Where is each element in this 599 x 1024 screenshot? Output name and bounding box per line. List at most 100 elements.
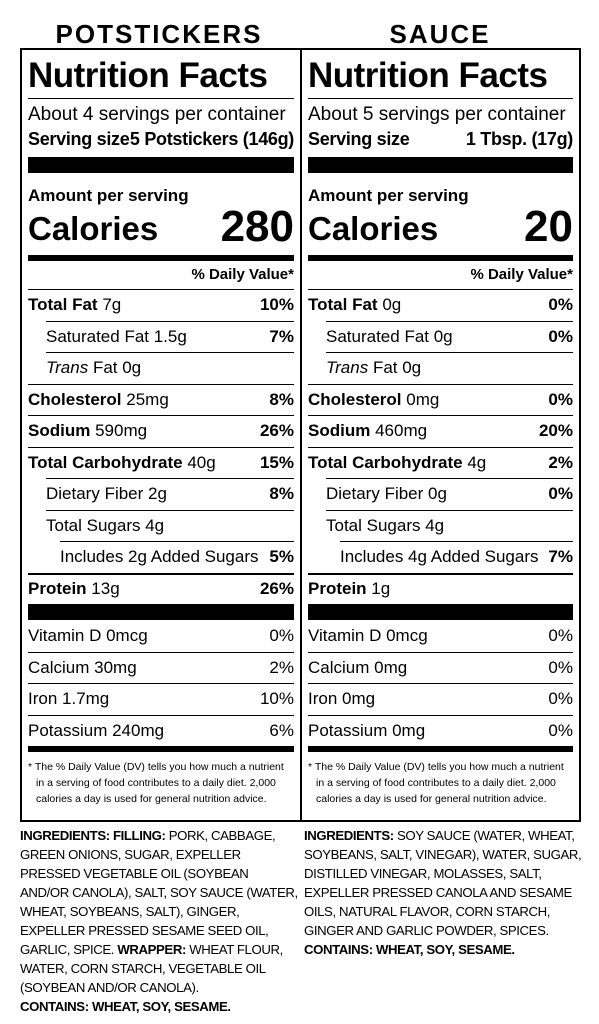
daily-value-footnote: * The % Daily Value (DV) tells you how m… bbox=[28, 761, 284, 805]
nutrient-dv: 7% bbox=[269, 326, 294, 346]
nutrient-label: Total Fat bbox=[308, 295, 378, 315]
nutrient-dv: 5% bbox=[269, 547, 294, 567]
divider bbox=[308, 255, 573, 261]
nutrient-dv: 2% bbox=[548, 452, 573, 472]
divider bbox=[308, 98, 573, 99]
nutrient-dv: 26% bbox=[259, 579, 294, 599]
nutrient-amount: 0g bbox=[382, 295, 402, 315]
trans-fat-row: Trans Fat 0g bbox=[326, 352, 573, 384]
trans-fat-row: Trans Fat 0g bbox=[46, 352, 294, 384]
divider bbox=[28, 255, 294, 261]
nutrient-dv: 10% bbox=[259, 689, 294, 709]
nutrient-label: Dietary Fiber 2g bbox=[46, 484, 167, 504]
nutrient-label: Calcium 30mg bbox=[28, 657, 137, 677]
nutrient-amount: 460mg bbox=[375, 421, 428, 441]
nutrient-dv: 26% bbox=[259, 421, 294, 441]
daily-value-header: % Daily Value* bbox=[191, 266, 294, 283]
total-fat-row: Total Fat 7g 10% bbox=[28, 289, 294, 321]
trans-label: Trans bbox=[326, 358, 369, 378]
total-carbohydrate-row: Total Carbohydrate 4g 2% bbox=[308, 446, 573, 479]
cholesterol-row: Cholesterol 0mg 0% bbox=[308, 383, 573, 416]
nutrient-label: Includes 4g Added Sugars bbox=[340, 547, 539, 567]
total-sugars-row: Total Sugars 4g bbox=[46, 509, 294, 542]
potassium-row: Potassium 0mg 0% bbox=[308, 714, 573, 747]
filling-label: FILLING: bbox=[112, 828, 166, 843]
allergen-statement: CONTAINS: WHEAT, SOY, SESAME. bbox=[20, 999, 231, 1014]
calories-label: Calories bbox=[308, 210, 439, 247]
wrapper-text: WHEAT FLOUR, WATER, CORN STARCH, VEGETAB… bbox=[20, 942, 283, 995]
nutrient-label: Dietary Fiber 0g bbox=[326, 484, 447, 504]
trans-label: Trans bbox=[46, 358, 89, 378]
iron-row: Iron 0mg 0% bbox=[308, 683, 573, 715]
amount-per-serving: Amount per serving bbox=[28, 186, 189, 205]
serving-size-value: 5 Potstickers (146g) bbox=[129, 129, 294, 149]
nutrient-dv: 6% bbox=[269, 720, 294, 740]
cholesterol-row: Cholesterol 25mg 8% bbox=[28, 383, 294, 416]
nutrient-dv: 0% bbox=[548, 689, 573, 709]
nutrient-dv: 8% bbox=[269, 389, 294, 409]
iron-row: Iron 1.7mg 10% bbox=[28, 683, 294, 715]
dietary-fiber-row: Dietary Fiber 2g 8% bbox=[46, 478, 294, 510]
nutrient-dv: 0% bbox=[548, 657, 573, 677]
nutrient-label: Protein bbox=[28, 579, 87, 599]
calories-value: 20 bbox=[524, 202, 573, 251]
wrapper-label: WRAPPER: bbox=[117, 942, 186, 957]
protein-row: Protein 1g bbox=[308, 572, 573, 605]
filling-text: PORK, CABBAGE, GREEN ONIONS, SUGAR, EXPE… bbox=[20, 828, 298, 957]
nutrient-label: Protein bbox=[308, 579, 367, 599]
nutrient-dv: 0% bbox=[548, 295, 573, 315]
nutrient-label: Potassium 240mg bbox=[28, 720, 165, 740]
divider bbox=[28, 98, 294, 99]
nutrient-dv: 0% bbox=[548, 720, 573, 740]
divider bbox=[308, 604, 573, 620]
allergen-statement: CONTAINS: WHEAT, SOY, SESAME. bbox=[304, 942, 515, 957]
calories-value: 280 bbox=[220, 202, 294, 251]
serving-size-label: Serving size bbox=[28, 129, 130, 149]
nutrient-amount: 40g bbox=[187, 452, 216, 472]
serving-size: Serving size 1 Tbsp. (17g) bbox=[308, 127, 573, 151]
added-sugars-row: Includes 4g Added Sugars 7% bbox=[340, 541, 573, 573]
protein-row: Protein 13g 26% bbox=[28, 572, 294, 605]
nutrient-dv: 0% bbox=[548, 625, 573, 645]
nutrient-dv: 15% bbox=[259, 452, 294, 472]
nutrient-dv: 0% bbox=[548, 389, 573, 409]
total-sugars-row: Total Sugars 4g bbox=[326, 509, 573, 542]
nutrient-dv: 10% bbox=[259, 295, 294, 315]
ingredients-label: INGREDIENTS: bbox=[20, 828, 110, 843]
sodium-row: Sodium 590mg 26% bbox=[28, 415, 294, 447]
serving-size: Serving size 5 Potstickers (146g) bbox=[28, 127, 294, 151]
nutrient-label: Calcium 0mg bbox=[308, 657, 408, 677]
nutrition-facts-title: Nutrition Facts bbox=[28, 56, 268, 95]
nutrient-dv: 20% bbox=[538, 421, 573, 441]
calcium-row: Calcium 0mg 0% bbox=[308, 651, 573, 684]
potstickers-nutrition-panel: Nutrition Facts About 4 servings per con… bbox=[20, 48, 302, 822]
servings-per-container: About 4 servings per container bbox=[28, 104, 286, 125]
ingredients-label: INGREDIENTS: bbox=[304, 828, 394, 843]
total-fat-row: Total Fat 0g 0% bbox=[308, 289, 573, 321]
nutrient-label: Sodium bbox=[28, 421, 91, 441]
daily-value-header: % Daily Value* bbox=[470, 266, 573, 283]
nutrient-label: Sodium bbox=[308, 421, 371, 441]
nutrition-facts-title: Nutrition Facts bbox=[308, 56, 548, 95]
nutrient-label: Vitamin D 0mcg bbox=[308, 625, 428, 645]
nutrient-dv: 0% bbox=[548, 326, 573, 346]
nutrient-label: Cholesterol bbox=[28, 389, 122, 409]
nutrient-label: Potassium 0mg bbox=[308, 720, 426, 740]
potstickers-heading: POTSTICKERS bbox=[55, 19, 263, 49]
potassium-row: Potassium 240mg 6% bbox=[28, 714, 294, 747]
nutrient-label: Total Carbohydrate bbox=[28, 452, 183, 472]
daily-value-footnote: * The % Daily Value (DV) tells you how m… bbox=[308, 761, 564, 805]
nutrient-label: Fat 0g bbox=[372, 358, 422, 378]
nutrient-amount: 1g bbox=[371, 579, 391, 599]
nutrient-label: Saturated Fat 1.5g bbox=[46, 326, 187, 346]
divider bbox=[308, 157, 573, 173]
potstickers-ingredients: INGREDIENTS: FILLING: PORK, CABBAGE, GRE… bbox=[20, 826, 298, 1016]
nutrient-label: Total Fat bbox=[28, 295, 98, 315]
saturated-fat-row: Saturated Fat 0g 0% bbox=[326, 320, 573, 353]
nutrient-dv: 0% bbox=[269, 625, 294, 645]
nutrient-amount: 0mg bbox=[406, 389, 440, 409]
nutrient-amount: 13g bbox=[91, 579, 120, 599]
nutrient-label: Iron 0mg bbox=[308, 689, 376, 709]
nutrient-label: Vitamin D 0mcg bbox=[28, 625, 148, 645]
sodium-row: Sodium 460mg 20% bbox=[308, 415, 573, 447]
